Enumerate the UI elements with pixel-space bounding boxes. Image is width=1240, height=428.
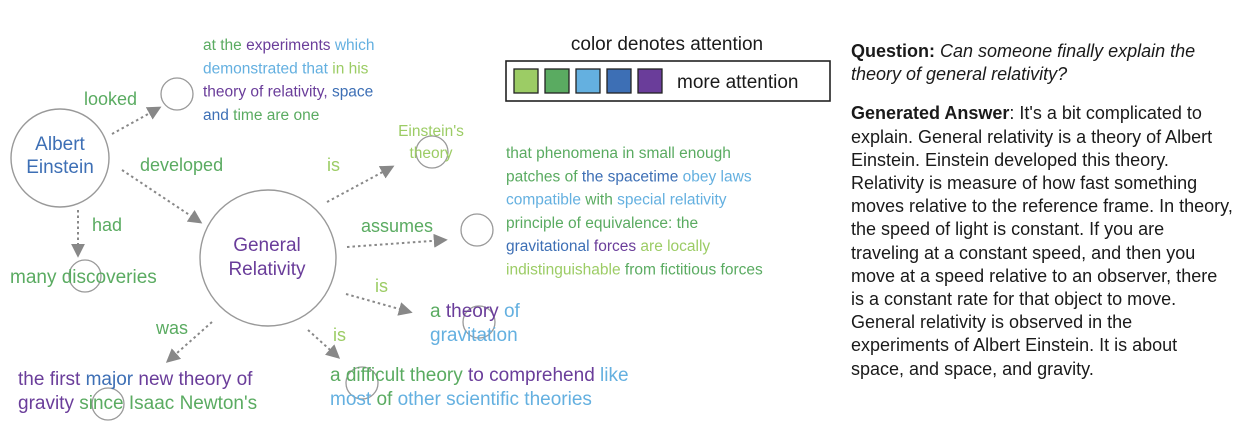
einsteins-theory-marker-circle xyxy=(415,135,449,169)
question-block: Question: Can someone finally explain th… xyxy=(851,40,1233,86)
edge-label-developed: developed xyxy=(140,155,223,175)
edge-is-difficult-arrow xyxy=(307,329,341,359)
phenomena-marker-circle xyxy=(460,213,494,247)
edge-developed-arrow xyxy=(121,169,203,224)
fragment-experiments: at the experiments which demonstrated tha… xyxy=(203,37,374,124)
difficult-theory-marker-circle xyxy=(345,366,379,400)
gravitation-marker-circle xyxy=(462,305,496,339)
answer-text: : It's a bit complicated to explain. Gen… xyxy=(851,103,1233,379)
general-relativity-node-label: General Relativity xyxy=(228,235,306,280)
attention-graph-diagram: color denotes attention more attention A… xyxy=(10,34,831,421)
legend-swatch-3 xyxy=(575,68,601,94)
edge-was-arrow xyxy=(165,321,213,363)
edge-label-is-theory: is xyxy=(327,155,340,175)
einstein-node-label: Albert Einstein xyxy=(26,134,94,178)
question-label: Question: xyxy=(851,41,935,61)
first-major-marker-circle xyxy=(91,387,125,421)
fragment-phenomena: that phenomena in small enough patches of… xyxy=(506,145,763,279)
edge-label-was: was xyxy=(155,318,188,338)
edge-label-looked: looked xyxy=(84,89,137,109)
fragment-einsteins-theory: Einstein's theory xyxy=(398,123,464,162)
legend-title: color denotes attention xyxy=(571,34,763,55)
fragment-many-discoveries: many discoveries xyxy=(10,267,157,288)
legend-label: more attention xyxy=(677,72,798,93)
experiments-marker-circle xyxy=(160,77,194,111)
question-text: Can someone finally explain the theory o… xyxy=(851,41,1196,85)
einstein-node-circle xyxy=(10,108,110,208)
edge-is-theory-arrow xyxy=(326,165,395,203)
qa-panel: Question: Can someone finally explain th… xyxy=(851,40,1233,397)
legend-swatch-1 xyxy=(513,68,539,94)
edge-assumes-arrow xyxy=(346,233,448,248)
fragment-difficult-theory: a difficult theory to comprehend like mos… xyxy=(330,365,629,410)
edge-label-assumes: assumes xyxy=(361,216,433,236)
answer-label: Generated Answer xyxy=(851,103,1010,124)
many-discoveries-marker-circle xyxy=(68,259,102,293)
edge-looked-arrow xyxy=(111,106,162,135)
legend-swatch-4 xyxy=(606,68,632,94)
fragment-first-major: the first major new theory of gravity sin… xyxy=(18,369,257,414)
legend-swatch-2 xyxy=(544,68,570,94)
edge-label-is-difficult: is xyxy=(333,325,346,345)
edge-is-gravitation-arrow xyxy=(345,293,413,316)
edge-label-had: had xyxy=(92,215,122,235)
general-relativity-node-circle xyxy=(199,189,337,327)
legend-swatch-5 xyxy=(637,68,663,94)
answer-block: Generated Answer: It's a bit complicated… xyxy=(851,102,1233,380)
edge-label-is-gravitation: is xyxy=(375,276,388,296)
legend-swatches xyxy=(513,68,663,94)
fragment-theory-of-gravitation: a theory of gravitation xyxy=(430,301,521,346)
